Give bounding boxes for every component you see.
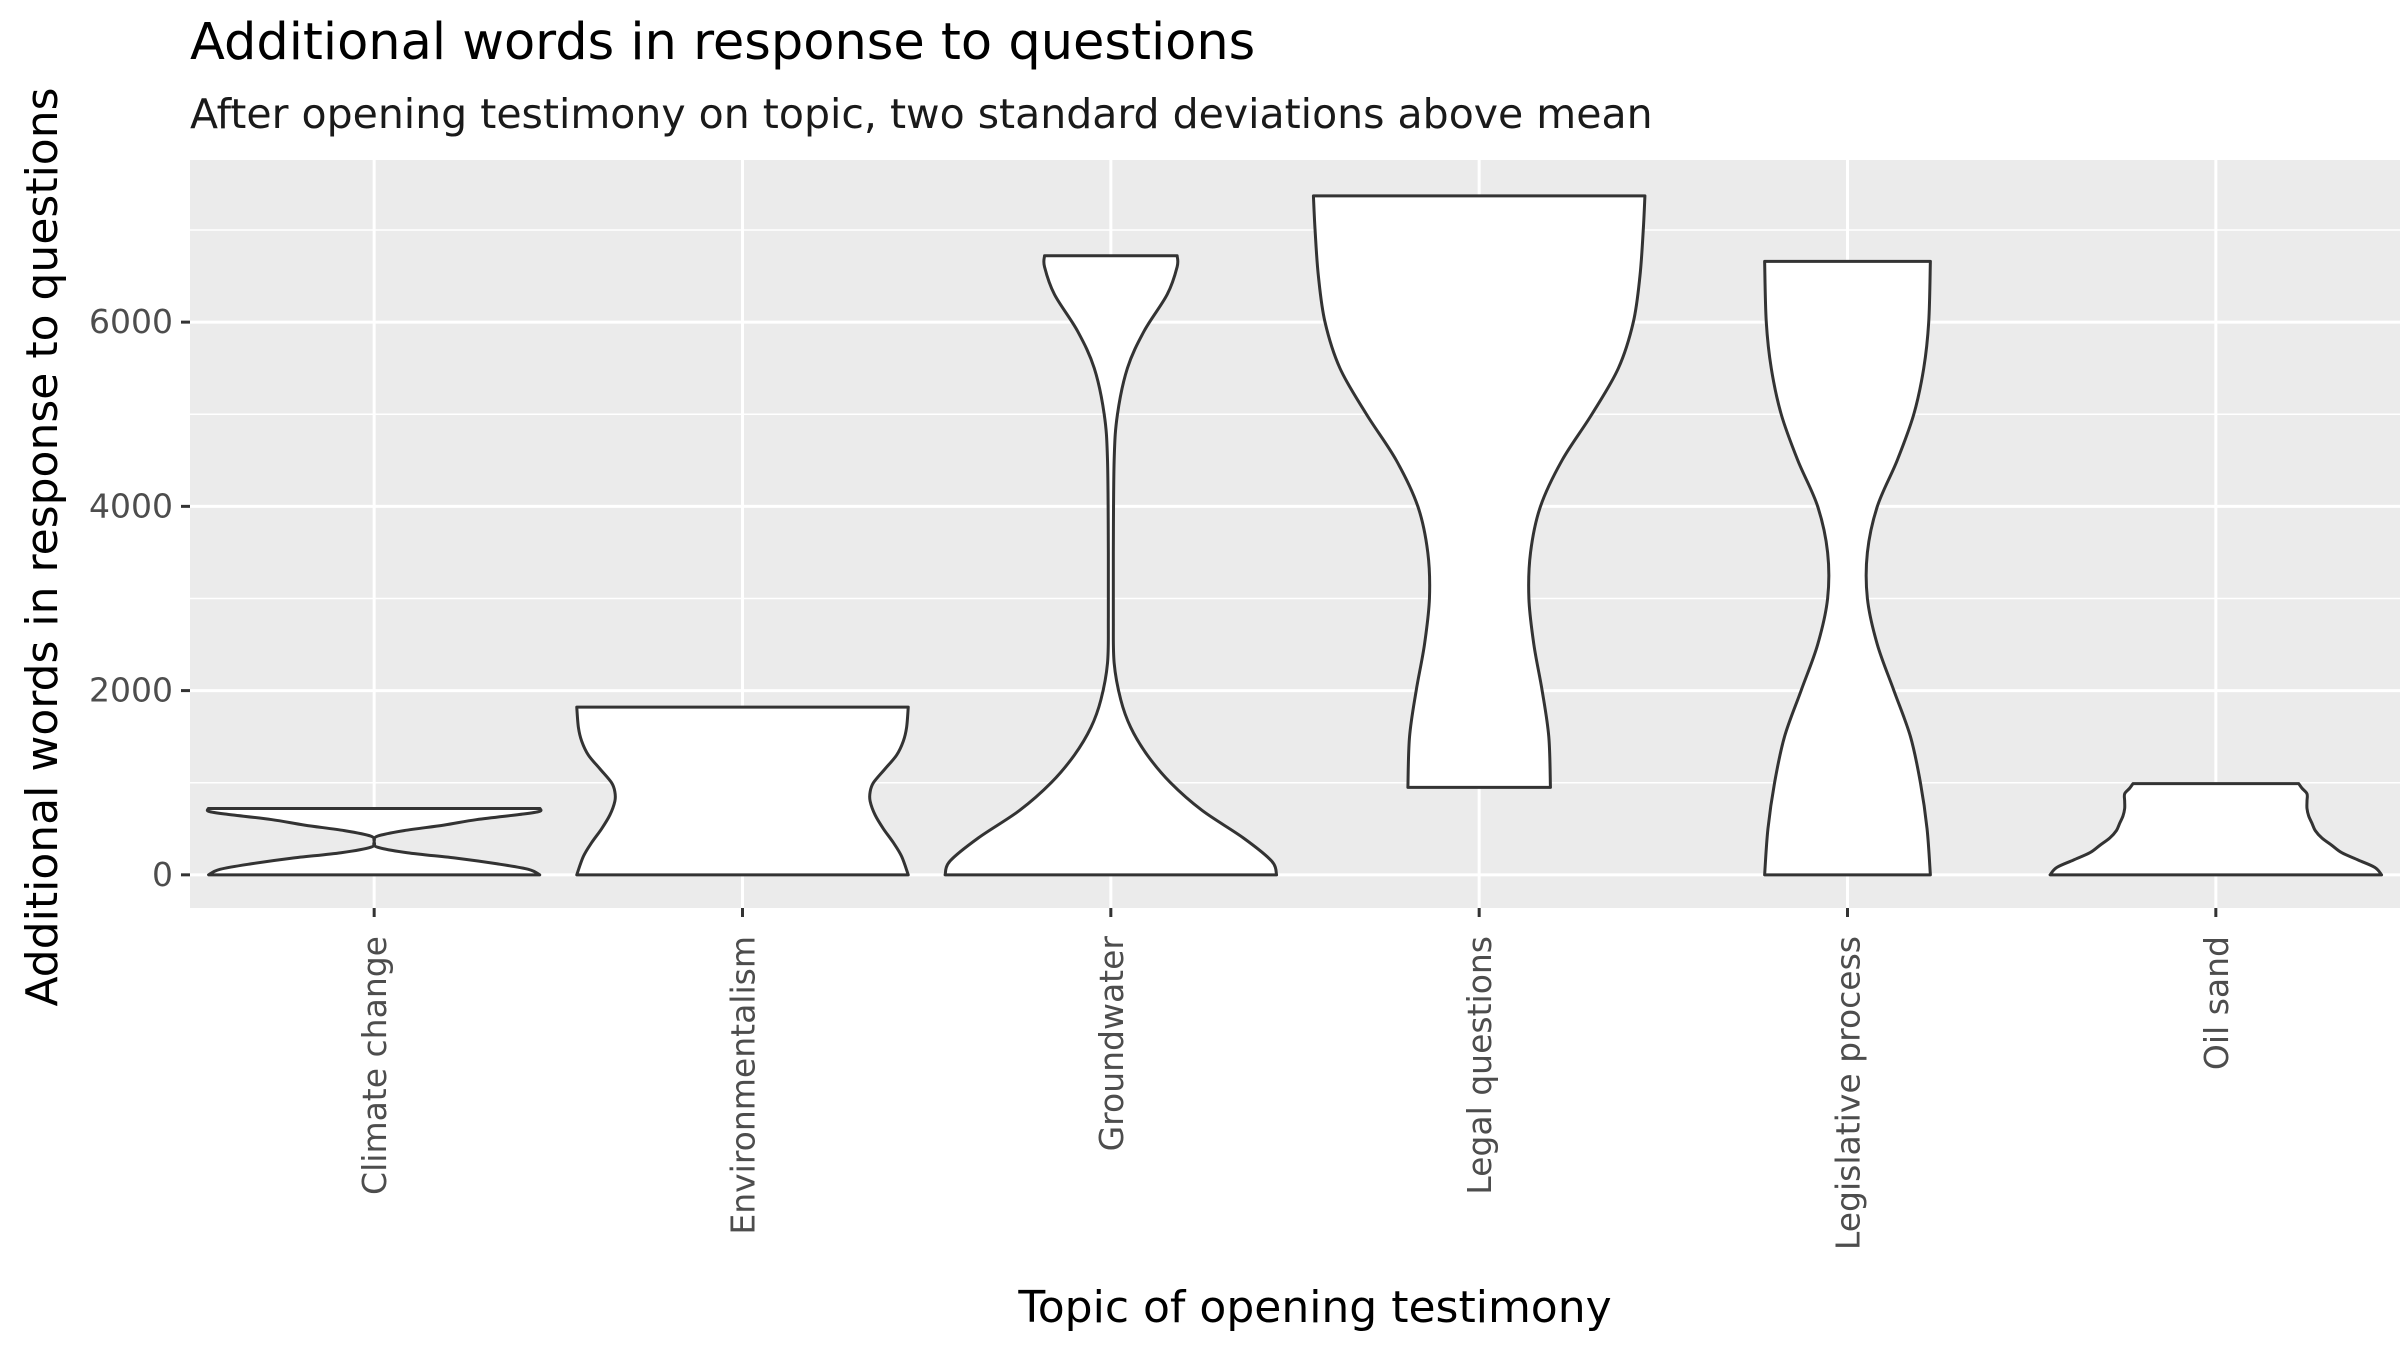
- chart-subtitle: After opening testimony on topic, two st…: [190, 90, 1653, 138]
- x-tick-label: Groundwater: [1092, 936, 1131, 1152]
- violin-legal-questions: [1311, 194, 1647, 789]
- x-tick-label: Legislative process: [1829, 936, 1868, 1250]
- y-axis: 0 2000 4000 6000: [89, 302, 190, 894]
- plot-panel: [190, 160, 2400, 908]
- grid-minor: [190, 229, 2400, 784]
- chart-title: Additional words in response to question…: [190, 13, 1255, 72]
- x-tick-label: Oil sand: [2197, 936, 2236, 1070]
- violin-climate-change: [205, 807, 543, 877]
- y-tick-label: 2000: [89, 671, 173, 710]
- y-tick-label: 6000: [89, 302, 173, 341]
- x-axis: Climate change Environmentalism Groundwate…: [355, 908, 2236, 1250]
- y-tick-label: 4000: [89, 486, 173, 525]
- violin-groundwater: [943, 254, 1279, 877]
- x-axis-title: Topic of opening testimony: [1017, 1282, 1611, 1333]
- y-tick-label: 0: [152, 855, 173, 894]
- violin-legislative-process: [1763, 259, 1932, 877]
- violins: [205, 194, 2384, 877]
- violin-oil-sand: [2048, 782, 2384, 877]
- y-axis-title: Additional words in response to question…: [17, 87, 68, 1006]
- x-tick-label: Legal questions: [1460, 936, 1499, 1195]
- x-tick-label: Climate change: [355, 936, 394, 1195]
- violin-environmentalism: [575, 705, 910, 877]
- x-tick-label: Environmentalism: [724, 936, 763, 1235]
